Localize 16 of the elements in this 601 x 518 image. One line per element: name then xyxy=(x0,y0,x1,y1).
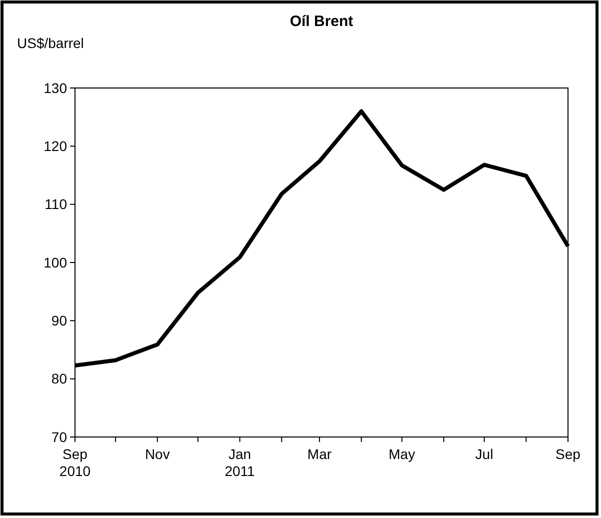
y-tick-label: 100 xyxy=(44,254,68,270)
y-tick-label: 70 xyxy=(51,428,68,445)
y-tick-label: 110 xyxy=(44,196,68,212)
chart-title: Oíl Brent xyxy=(290,13,354,30)
x-tick-label: Mar xyxy=(307,446,332,462)
x-tick-label: Jan 2011 xyxy=(224,446,256,479)
x-tick-label: Sep 2010 xyxy=(59,446,91,479)
y-tick-label: 130 xyxy=(44,80,68,96)
y-tick-label: 80 xyxy=(51,370,68,387)
x-tick-label: Sep xyxy=(556,446,581,462)
x-tick-label: Jul xyxy=(475,446,494,462)
x-tick-label: May xyxy=(388,446,416,462)
y-tick-label: 120 xyxy=(44,138,68,154)
y-axis-title: US$/barrel xyxy=(17,35,84,51)
x-tick-label: Nov xyxy=(144,446,170,462)
y-tick-label: 90 xyxy=(51,312,68,329)
